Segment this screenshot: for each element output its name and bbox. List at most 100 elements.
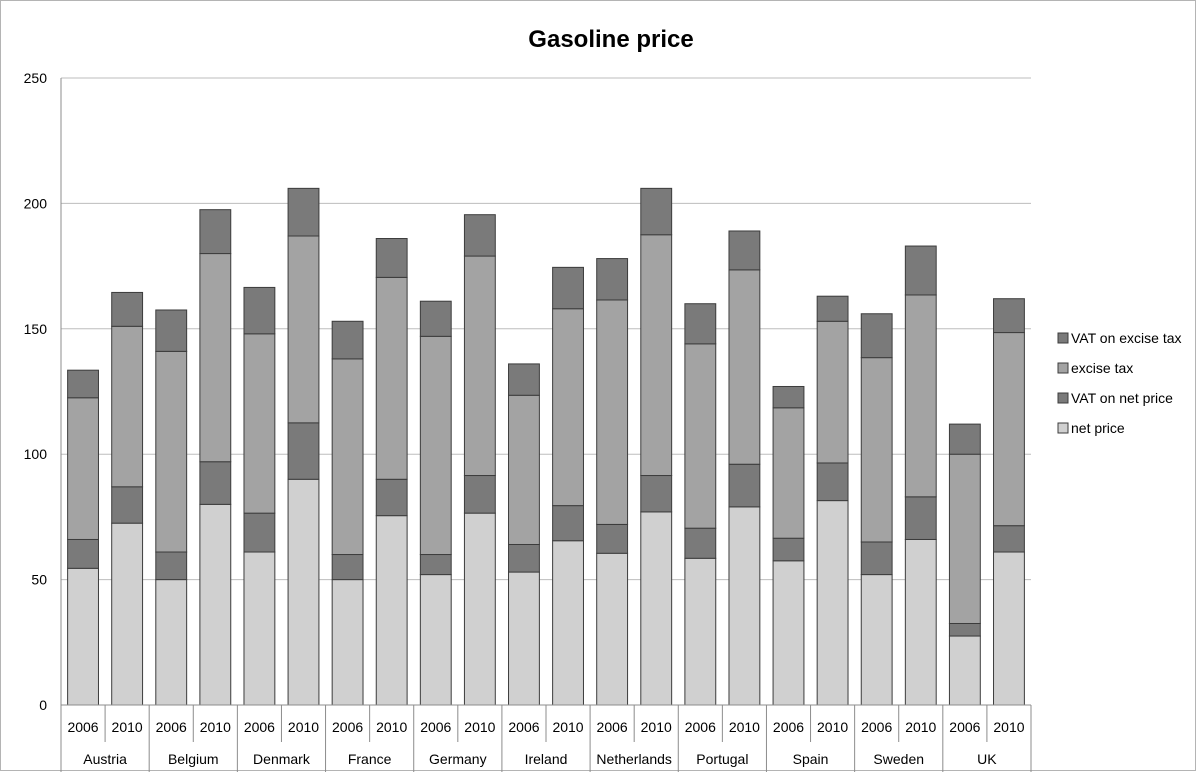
bar-segment-excise-tax-9 [463,255,496,477]
bar-segment-net-price-19 [904,538,937,706]
bar-segment-excise-tax-1 [111,325,144,488]
bar-segment-net-price-17 [816,500,849,706]
bar-segment-net-price-18 [860,574,893,706]
bar-segment-vat-on-net-price-18 [860,541,893,576]
bar-segment-net-price-6 [331,579,364,706]
bar-segment-vat-on-net-price-14 [684,527,717,559]
bar-segment-vat-on-excise-tax-16 [772,385,805,409]
legend-label-vat-on-excise-tax: VAT on excise tax [1071,330,1182,346]
bar-segment-vat-on-net-price-0 [67,538,99,569]
bar-segment-vat-on-excise-tax-11 [552,266,584,310]
bar-segment-net-price-9 [463,512,496,706]
legend-label-excise-tax: excise tax [1071,360,1133,376]
bar-segment-vat-on-excise-tax-10 [508,363,540,396]
bar-segment-vat-on-net-price-19 [904,496,937,540]
bar-segment-vat-on-excise-tax-0 [67,369,99,399]
bar-segment-net-price-11 [552,540,584,706]
x-group-label-netherlands: Netherlands [596,751,672,767]
x-tick-label-year: 2006 [332,719,363,735]
x-tick-label-year: 2010 [817,719,848,735]
bar-segment-vat-on-excise-tax-8 [419,300,452,337]
bar-segment-excise-tax-19 [904,294,937,498]
bar-segment-net-price-15 [728,506,761,706]
x-group-label-ireland: Ireland [525,751,568,767]
bar-segment-vat-on-excise-tax-5 [287,187,320,237]
x-tick-label-year: 2006 [244,719,275,735]
bar-segment-vat-on-excise-tax-9 [463,214,496,257]
bar-segment-net-price-3 [199,503,232,706]
bar-segment-vat-on-net-price-21 [993,525,1025,553]
legend-swatch-net-price [1057,422,1069,434]
legend-swatch-excise-tax [1057,362,1069,374]
bar-segment-vat-on-net-price-20 [948,622,981,637]
legend-swatch-vat-on-net-price [1057,392,1069,404]
bar-segment-net-price-1 [111,522,144,706]
bar-segment-vat-on-net-price-15 [728,463,761,508]
bar-segment-vat-on-net-price-9 [463,475,496,514]
x-group-label-portugal: Portugal [696,751,748,767]
legend-label-vat-on-net-price: VAT on net price [1071,390,1173,406]
bar-segment-excise-tax-7 [375,276,408,480]
x-tick-label-year: 2010 [288,719,319,735]
x-tick-label-year: 2006 [67,719,98,735]
x-tick-label-year: 2006 [949,719,980,735]
bar-segment-excise-tax-2 [155,350,188,553]
bar-segment-vat-on-net-price-11 [552,505,584,542]
x-group-label-france: France [348,751,392,767]
x-tick-label-year: 2006 [597,719,628,735]
bar-segment-vat-on-net-price-17 [816,462,849,502]
x-tick-label-year: 2010 [376,719,407,735]
bar-segment-net-price-5 [287,478,320,706]
chart-title: Gasoline price [528,26,693,53]
bar-segment-vat-on-net-price-8 [419,554,452,576]
bar-segment-vat-on-net-price-2 [155,551,188,581]
y-tick-label-250: 250 [24,70,48,86]
bar-segment-excise-tax-4 [243,333,276,514]
bar-segment-vat-on-excise-tax-21 [993,298,1025,334]
bar-segment-net-price-16 [772,560,805,706]
bar-segment-net-price-0 [67,567,99,706]
bar-segment-net-price-14 [684,557,717,706]
x-tick-label-year: 2006 [156,719,187,735]
bar-segment-net-price-7 [375,515,408,706]
y-tick-label-50: 50 [31,572,47,588]
bar-segment-net-price-21 [993,551,1025,706]
x-tick-label-year: 2010 [200,719,231,735]
x-axis: 2006 2010 2006 2010 2006 2010 2006 2010 2006 2010… [60,704,1032,772]
bar-segment-net-price-2 [155,579,188,706]
bar-segment-excise-tax-17 [816,320,849,464]
y-tick-label-0: 0 [39,697,47,713]
x-tick-label-year: 2006 [508,719,539,735]
bar-segment-net-price-20 [948,635,981,706]
bar-segment-net-price-8 [419,574,452,706]
x-tick-label-year: 2010 [905,719,936,735]
bar-segment-excise-tax-12 [596,299,629,525]
y-tick-label-150: 150 [24,321,48,337]
bar-segment-vat-on-net-price-10 [508,543,540,573]
bar-segment-vat-on-excise-tax-6 [331,320,364,360]
bar-segment-excise-tax-5 [287,235,320,424]
bar-segment-vat-on-net-price-13 [640,475,673,513]
bar-stacks [67,187,1025,706]
bar-segment-excise-tax-20 [948,453,981,624]
x-tick-label-year: 2006 [861,719,892,735]
bar-segment-net-price-4 [243,551,276,706]
bar-segment-excise-tax-13 [640,234,673,477]
x-tick-label-year: 2010 [112,719,143,735]
bar-segment-vat-on-net-price-1 [111,486,144,524]
y-tick-label-100: 100 [24,446,48,462]
x-tick-label-year: 2010 [552,719,583,735]
x-tick-label-year: 2006 [420,719,451,735]
bar-segment-vat-on-net-price-3 [199,461,232,505]
x-tick-label-year: 2010 [993,719,1024,735]
bar-segment-vat-on-excise-tax-2 [155,309,188,352]
bar-segment-vat-on-excise-tax-3 [199,209,232,255]
bar-segment-vat-on-excise-tax-12 [596,258,629,301]
bar-segment-vat-on-excise-tax-4 [243,286,276,335]
bar-segment-net-price-13 [640,511,673,706]
bar-segment-vat-on-excise-tax-19 [904,245,937,296]
x-group-label-spain: Spain [793,751,829,767]
bar-segment-excise-tax-18 [860,357,893,543]
x-group-label-denmark: Denmark [253,751,311,767]
bar-segment-excise-tax-14 [684,343,717,529]
